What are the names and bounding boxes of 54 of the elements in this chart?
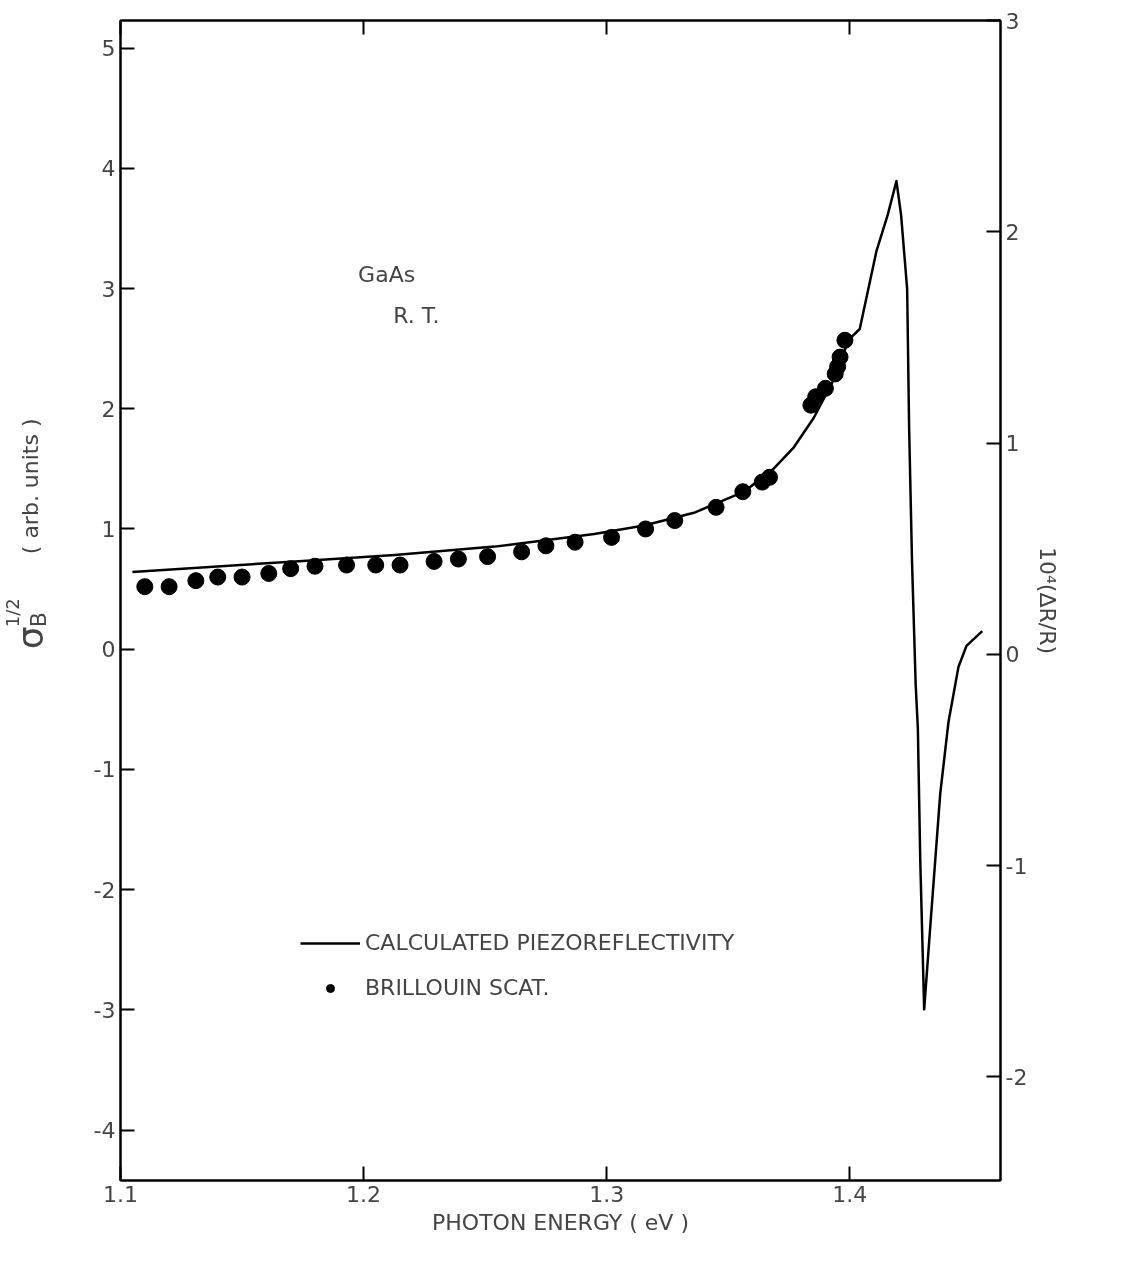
point	[282, 560, 300, 578]
point	[707, 498, 725, 516]
point	[187, 572, 205, 590]
point	[233, 568, 251, 586]
y-tick-label: 1	[101, 516, 116, 542]
line-series	[131, 179, 984, 1011]
y2-tick-label: 2	[1005, 219, 1020, 245]
point	[136, 578, 154, 596]
point	[160, 578, 178, 596]
y2-tick-label: -1	[1005, 853, 1028, 879]
y-tick-label: 3	[101, 276, 116, 302]
point	[734, 483, 752, 501]
annotation: R. T.	[393, 302, 440, 328]
y-tick-label: -4	[93, 1118, 116, 1144]
x-tick-label: 1.4	[832, 1181, 868, 1207]
annotation: GaAs	[358, 262, 416, 288]
x-axis-title: PHOTON ENERGY ( eV )	[432, 1209, 689, 1235]
x-tick-label: 1.3	[589, 1181, 625, 1207]
legend-label: BRILLOUIN SCAT.	[365, 975, 550, 1000]
y-tick-label: -3	[93, 997, 116, 1023]
y-tick-label: -2	[93, 877, 116, 903]
x-tick-label: 1.2	[346, 1181, 382, 1207]
y-tick-label: 2	[101, 396, 116, 422]
point	[836, 331, 854, 349]
y2-axis-title: 10⁴(ΔR/R)	[1035, 546, 1061, 655]
y-tick-label: 0	[101, 637, 116, 663]
point	[479, 548, 497, 566]
point	[449, 550, 467, 568]
point	[391, 556, 409, 574]
y-tick-label: 4	[101, 156, 116, 182]
point	[831, 348, 849, 366]
point	[761, 468, 779, 486]
point	[209, 568, 227, 586]
point	[537, 537, 555, 555]
point	[260, 564, 278, 582]
y2-tick-label: 0	[1005, 642, 1020, 668]
y-tick-label: 5	[101, 36, 116, 62]
point	[513, 543, 531, 561]
y2-tick-label: 1	[1005, 431, 1020, 457]
point	[666, 512, 684, 530]
point	[566, 533, 584, 551]
point	[637, 520, 655, 538]
legend-label: CALCULATED PIEZOREFLECTIVITY	[365, 930, 735, 955]
point	[816, 379, 834, 397]
point	[367, 556, 385, 574]
point	[338, 556, 356, 574]
y2-tick-label: -2	[1005, 1064, 1028, 1090]
y-tick-label: -1	[93, 757, 116, 783]
text: σB1/2 ( arb. units )	[2, 418, 51, 650]
point	[306, 557, 324, 575]
x-tick-label: 1.1	[103, 1181, 139, 1207]
point	[425, 552, 443, 570]
y2-tick-label: 3	[1005, 8, 1020, 34]
point	[603, 528, 621, 546]
